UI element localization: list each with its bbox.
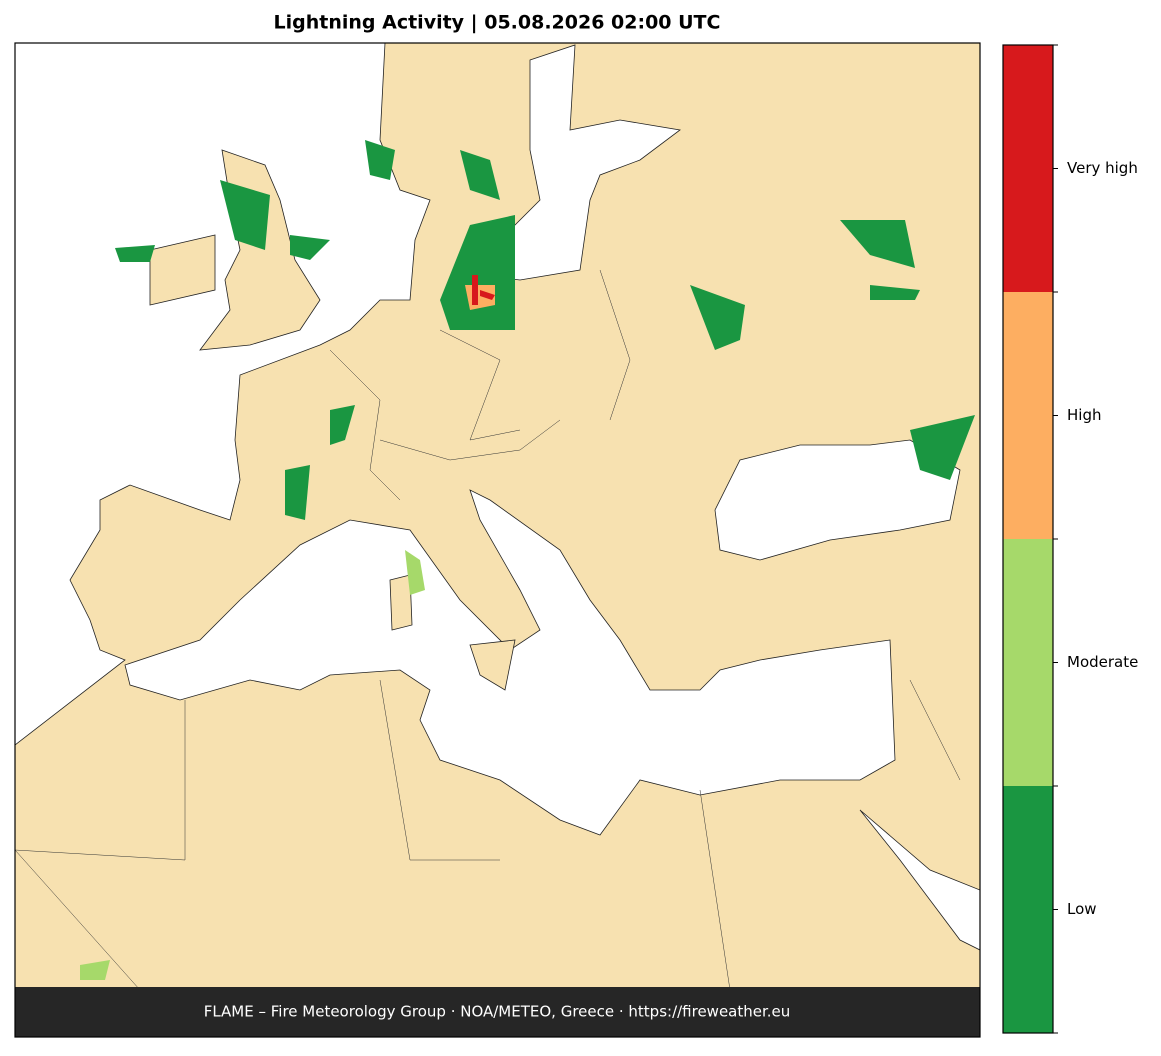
colorbar: Low Moderate High Very high [1002, 44, 1138, 1034]
ireland [149, 234, 216, 306]
colorbar-label: Low [1067, 900, 1097, 918]
black-sea [714, 439, 961, 561]
colorbar-label: Very high [1067, 159, 1138, 177]
colorbar-segment [1003, 539, 1053, 786]
baltic [469, 44, 681, 281]
footer-text: FLAME – Fire Meteorology Group · NOA/MET… [204, 1003, 791, 1021]
borders [15, 269, 961, 991]
colorbar-segment [1003, 45, 1053, 292]
atlantic [15, 43, 431, 746]
colorbar-label: High [1067, 406, 1101, 424]
colorbar-label: Moderate [1067, 653, 1138, 671]
italy-islands [389, 574, 516, 691]
colorbar-segment [1003, 292, 1053, 539]
map-title: Lightning Activity | 05.08.2026 02:00 UT… [274, 12, 721, 34]
footer-bar [15, 987, 980, 1037]
map: FLAME – Fire Meteorology Group · NOA/MET… [14, 42, 981, 1038]
colorbar-frame [1002, 44, 1054, 1034]
lightning [80, 140, 975, 980]
colorbar-segment [1003, 786, 1053, 1033]
red-sea [859, 809, 980, 951]
